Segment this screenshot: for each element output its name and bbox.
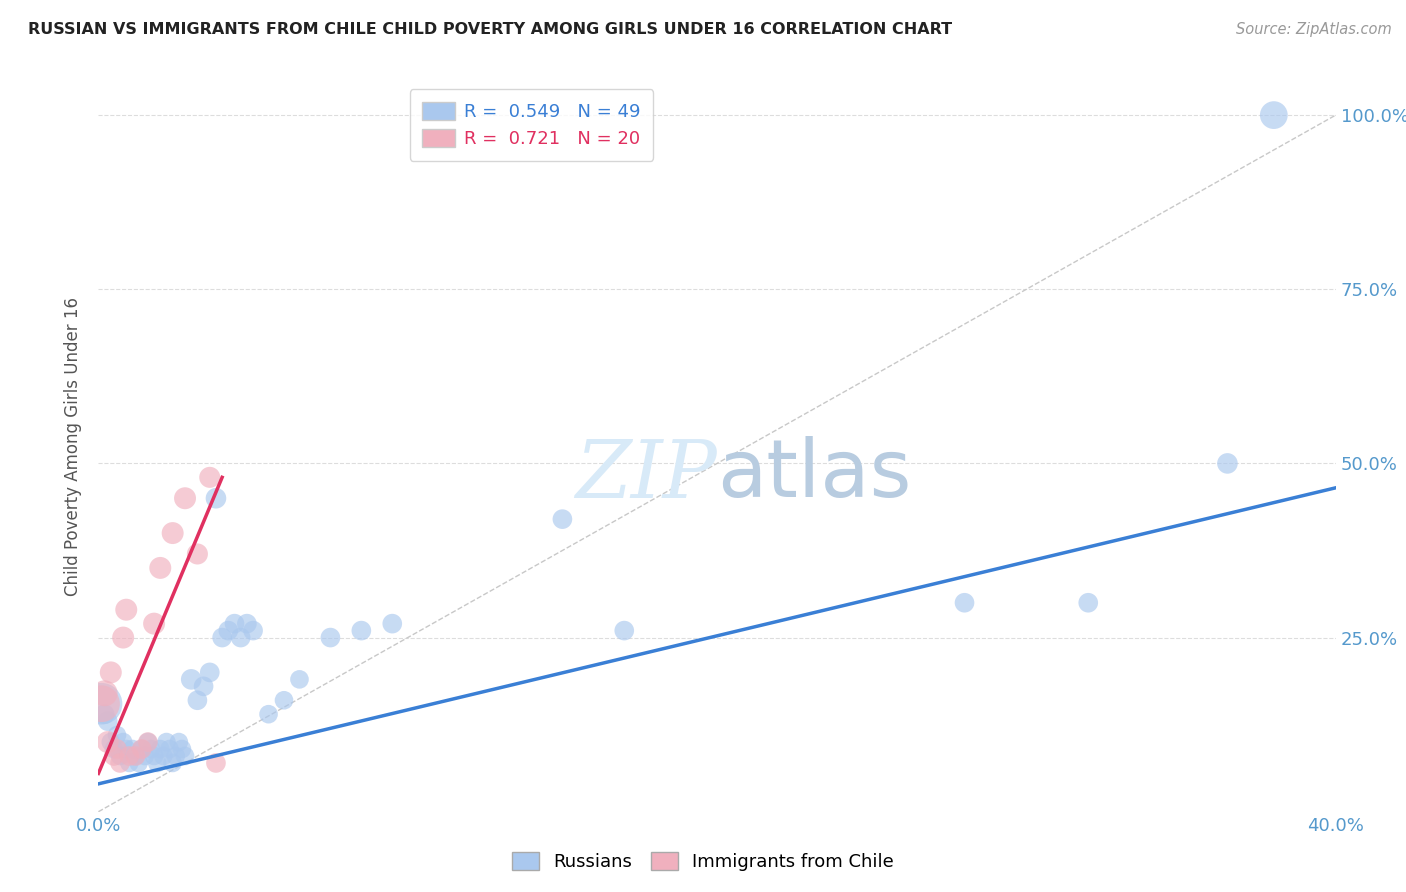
Point — [136, 735, 159, 749]
Point — [112, 735, 135, 749]
Point — [236, 616, 259, 631]
Point — [131, 742, 153, 756]
Point — [136, 735, 159, 749]
Point — [149, 561, 172, 575]
Point — [115, 742, 138, 756]
Text: atlas: atlas — [717, 436, 911, 515]
Point — [90, 697, 112, 711]
Point — [186, 693, 208, 707]
Point — [124, 749, 146, 764]
Point — [155, 735, 177, 749]
Point — [174, 749, 197, 764]
Y-axis label: Child Poverty Among Girls Under 16: Child Poverty Among Girls Under 16 — [65, 296, 83, 596]
Point — [131, 742, 153, 756]
Point — [100, 735, 122, 749]
Point — [103, 742, 125, 756]
Point — [100, 665, 122, 680]
Point — [165, 749, 187, 764]
Point — [205, 756, 228, 770]
Point — [198, 665, 221, 680]
Point — [224, 616, 246, 631]
Legend: Russians, Immigrants from Chile: Russians, Immigrants from Chile — [505, 845, 901, 879]
Point — [1263, 108, 1285, 122]
Point — [1216, 457, 1239, 471]
Point — [174, 491, 197, 506]
Point — [118, 756, 141, 770]
Point — [350, 624, 373, 638]
Point — [381, 616, 404, 631]
Point — [146, 756, 169, 770]
Point — [108, 756, 131, 770]
Point — [97, 735, 120, 749]
Point — [288, 673, 311, 687]
Point — [152, 749, 174, 764]
Point — [953, 596, 976, 610]
Text: Source: ZipAtlas.com: Source: ZipAtlas.com — [1236, 22, 1392, 37]
Point — [167, 735, 190, 749]
Point — [229, 631, 252, 645]
Point — [205, 491, 228, 506]
Point — [108, 749, 131, 764]
Point — [105, 742, 128, 756]
Point — [124, 749, 146, 764]
Legend: R =  0.549   N = 49, R =  0.721   N = 20: R = 0.549 N = 49, R = 0.721 N = 20 — [409, 89, 654, 161]
Point — [319, 631, 342, 645]
Point — [143, 616, 166, 631]
Point — [90, 697, 112, 711]
Point — [193, 679, 215, 693]
Point — [93, 686, 115, 700]
Point — [217, 624, 239, 638]
Point — [115, 603, 138, 617]
Point — [1077, 596, 1099, 610]
Point — [105, 728, 128, 742]
Point — [211, 631, 233, 645]
Point — [162, 756, 184, 770]
Point — [128, 756, 150, 770]
Point — [159, 742, 181, 756]
Point — [139, 742, 162, 756]
Point — [121, 742, 143, 756]
Point — [613, 624, 636, 638]
Point — [103, 749, 125, 764]
Point — [118, 749, 141, 764]
Point — [257, 707, 280, 722]
Point — [112, 631, 135, 645]
Point — [134, 749, 156, 764]
Point — [273, 693, 295, 707]
Point — [170, 742, 193, 756]
Text: ZIP: ZIP — [575, 436, 717, 514]
Text: RUSSIAN VS IMMIGRANTS FROM CHILE CHILD POVERTY AMONG GIRLS UNDER 16 CORRELATION : RUSSIAN VS IMMIGRANTS FROM CHILE CHILD P… — [28, 22, 952, 37]
Point — [242, 624, 264, 638]
Point — [149, 742, 172, 756]
Point — [143, 749, 166, 764]
Point — [551, 512, 574, 526]
Point — [186, 547, 208, 561]
Point — [198, 470, 221, 484]
Point — [97, 714, 120, 728]
Point — [162, 526, 184, 541]
Point — [180, 673, 202, 687]
Point — [93, 707, 115, 722]
